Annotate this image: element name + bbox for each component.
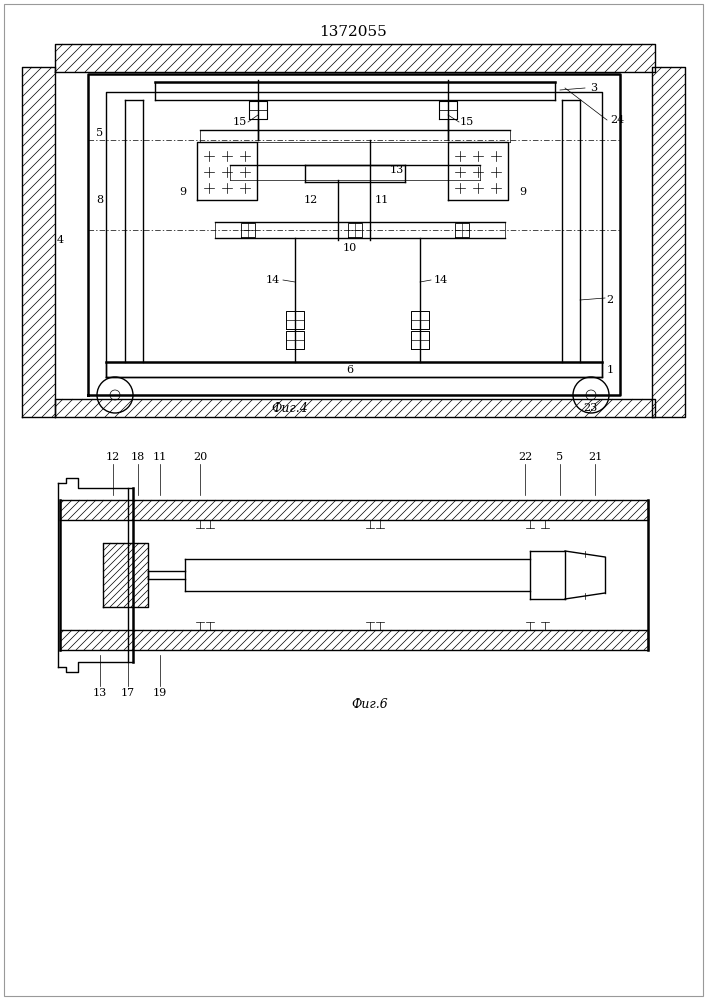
Text: 10: 10	[343, 243, 357, 253]
Text: 2: 2	[607, 295, 614, 305]
Text: 21: 21	[588, 452, 602, 462]
Text: 9: 9	[180, 187, 187, 197]
Text: 12: 12	[304, 195, 318, 205]
Text: 22: 22	[518, 452, 532, 462]
Text: 8: 8	[96, 195, 103, 205]
Text: 23: 23	[583, 403, 597, 413]
Text: 24: 24	[610, 115, 624, 125]
Text: Фиг.4: Фиг.4	[271, 401, 308, 414]
Text: 13: 13	[93, 688, 107, 698]
Text: 13: 13	[390, 165, 404, 175]
Text: Фиг.6: Фиг.6	[351, 698, 388, 712]
Text: 3: 3	[590, 83, 597, 93]
Text: 15: 15	[233, 117, 247, 127]
Text: 14: 14	[266, 275, 280, 285]
Text: 20: 20	[193, 452, 207, 462]
Text: 5: 5	[556, 452, 563, 462]
Text: 5: 5	[96, 128, 103, 138]
Text: 11: 11	[375, 195, 390, 205]
Text: 17: 17	[121, 688, 135, 698]
Text: 1: 1	[607, 365, 614, 375]
Text: 4: 4	[57, 235, 64, 245]
Text: 11: 11	[153, 452, 167, 462]
Text: 19: 19	[153, 688, 167, 698]
Text: 18: 18	[131, 452, 145, 462]
Text: 1372055: 1372055	[319, 25, 387, 39]
Text: 14: 14	[434, 275, 448, 285]
Text: 9: 9	[520, 187, 527, 197]
Text: 6: 6	[346, 365, 354, 375]
Text: 15: 15	[460, 117, 474, 127]
Text: 12: 12	[106, 452, 120, 462]
